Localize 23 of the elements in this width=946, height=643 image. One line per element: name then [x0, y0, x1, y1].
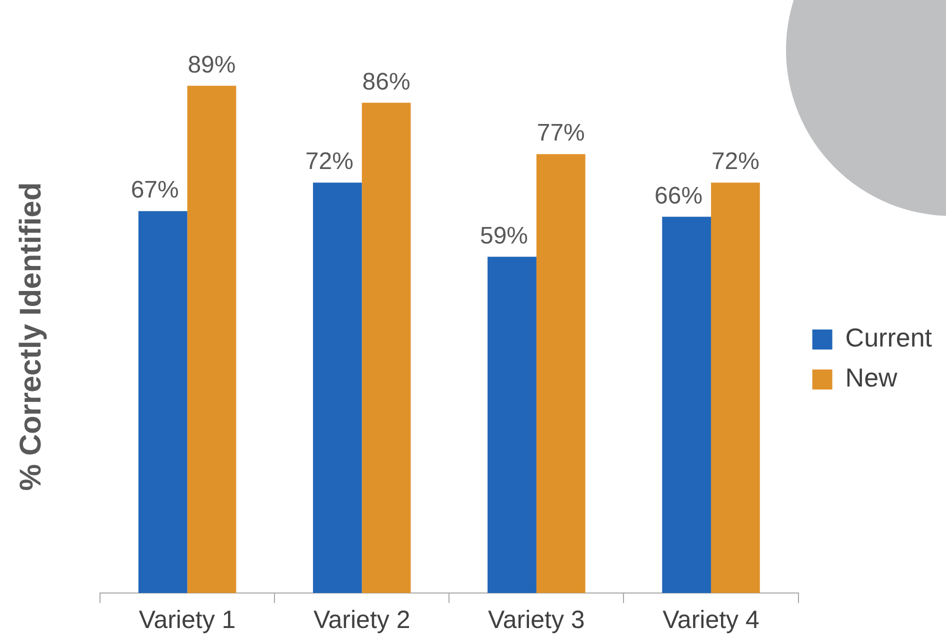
- bar: [362, 102, 411, 593]
- x-tick-label: Variety 1: [138, 606, 236, 634]
- data-label: 77%: [536, 120, 585, 147]
- data-label: 67%: [130, 176, 179, 204]
- data-label: 86%: [362, 68, 410, 96]
- bar: [488, 256, 536, 593]
- x-tick-label: Variety 4: [662, 606, 760, 634]
- data-label: 59%: [480, 222, 528, 250]
- y-axis-title: % Correctly Identified: [14, 182, 48, 491]
- legend-label: Current: [845, 322, 933, 353]
- data-label: 72%: [305, 148, 354, 176]
- bar: [312, 182, 362, 593]
- data-label: 89%: [188, 51, 236, 78]
- bar: [536, 154, 586, 593]
- data-label: 72%: [711, 148, 760, 176]
- x-tick-label: Variety 3: [488, 606, 585, 634]
- legend-label: New: [845, 362, 898, 393]
- bar: [138, 211, 188, 593]
- bar: [711, 182, 760, 593]
- data-label: 66%: [654, 182, 703, 210]
- bar: [187, 86, 236, 593]
- bar: [662, 216, 712, 593]
- x-tick-label: Variety 2: [313, 606, 410, 634]
